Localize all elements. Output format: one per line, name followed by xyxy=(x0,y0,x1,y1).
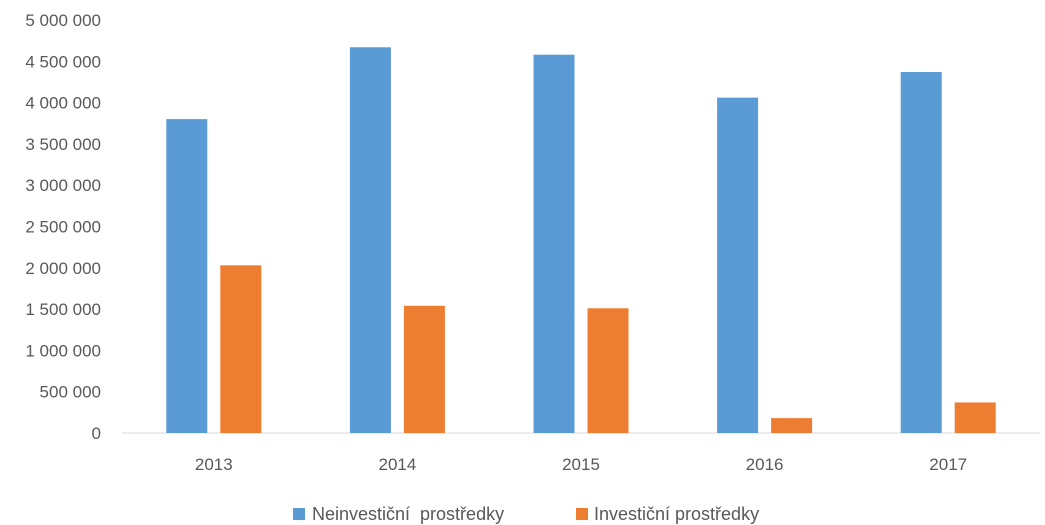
y-tick-label: 1 000 000 xyxy=(25,341,101,360)
x-tick-label: 2016 xyxy=(746,455,784,474)
y-tick-label: 2 500 000 xyxy=(25,218,101,237)
x-axis: 2013 2014 2015 2016 2017 xyxy=(195,455,967,474)
y-tick-label: 500 000 xyxy=(40,383,101,402)
legend-swatch-investicni xyxy=(576,508,588,520)
legend-swatch-neinvesticni xyxy=(293,508,305,520)
bar-investicni-2016 xyxy=(771,418,813,433)
bar-investicni-2014 xyxy=(403,305,445,433)
y-tick-label: 3 000 000 xyxy=(25,176,101,195)
bar-investicni-2017 xyxy=(954,402,996,433)
bar-neinvesticni-2016 xyxy=(717,97,759,434)
x-tick-label: 2017 xyxy=(929,455,967,474)
legend: Neinvestiční prostředky Investiční prostř… xyxy=(293,504,759,524)
y-tick-label: 2 000 000 xyxy=(25,259,101,278)
x-tick-label: 2015 xyxy=(562,455,600,474)
legend-label-investicni: Investiční prostředky xyxy=(594,504,759,524)
bar-neinvesticni-2015 xyxy=(533,54,575,433)
bar-investicni-2015 xyxy=(587,308,629,433)
bar-investicni-2013 xyxy=(220,265,262,433)
y-tick-label: 4 500 000 xyxy=(25,52,101,71)
y-axis: 0 500 000 1 000 000 1 500 000 2 000 000 2 500… xyxy=(25,11,101,443)
y-tick-label: 3 500 000 xyxy=(25,135,101,154)
bar-neinvesticni-2013 xyxy=(166,119,208,434)
bar-neinvesticni-2014 xyxy=(349,47,391,434)
y-tick-label: 0 xyxy=(92,424,101,443)
x-tick-label: 2014 xyxy=(378,455,416,474)
bar-neinvesticni-2017 xyxy=(900,72,942,434)
legend-label-neinvesticni: Neinvestiční prostředky xyxy=(312,504,504,524)
x-tick-label: 2013 xyxy=(195,455,233,474)
bars xyxy=(166,47,996,434)
y-tick-label: 1 500 000 xyxy=(25,300,101,319)
y-tick-label: 5 000 000 xyxy=(25,11,101,30)
y-tick-label: 4 000 000 xyxy=(25,94,101,113)
